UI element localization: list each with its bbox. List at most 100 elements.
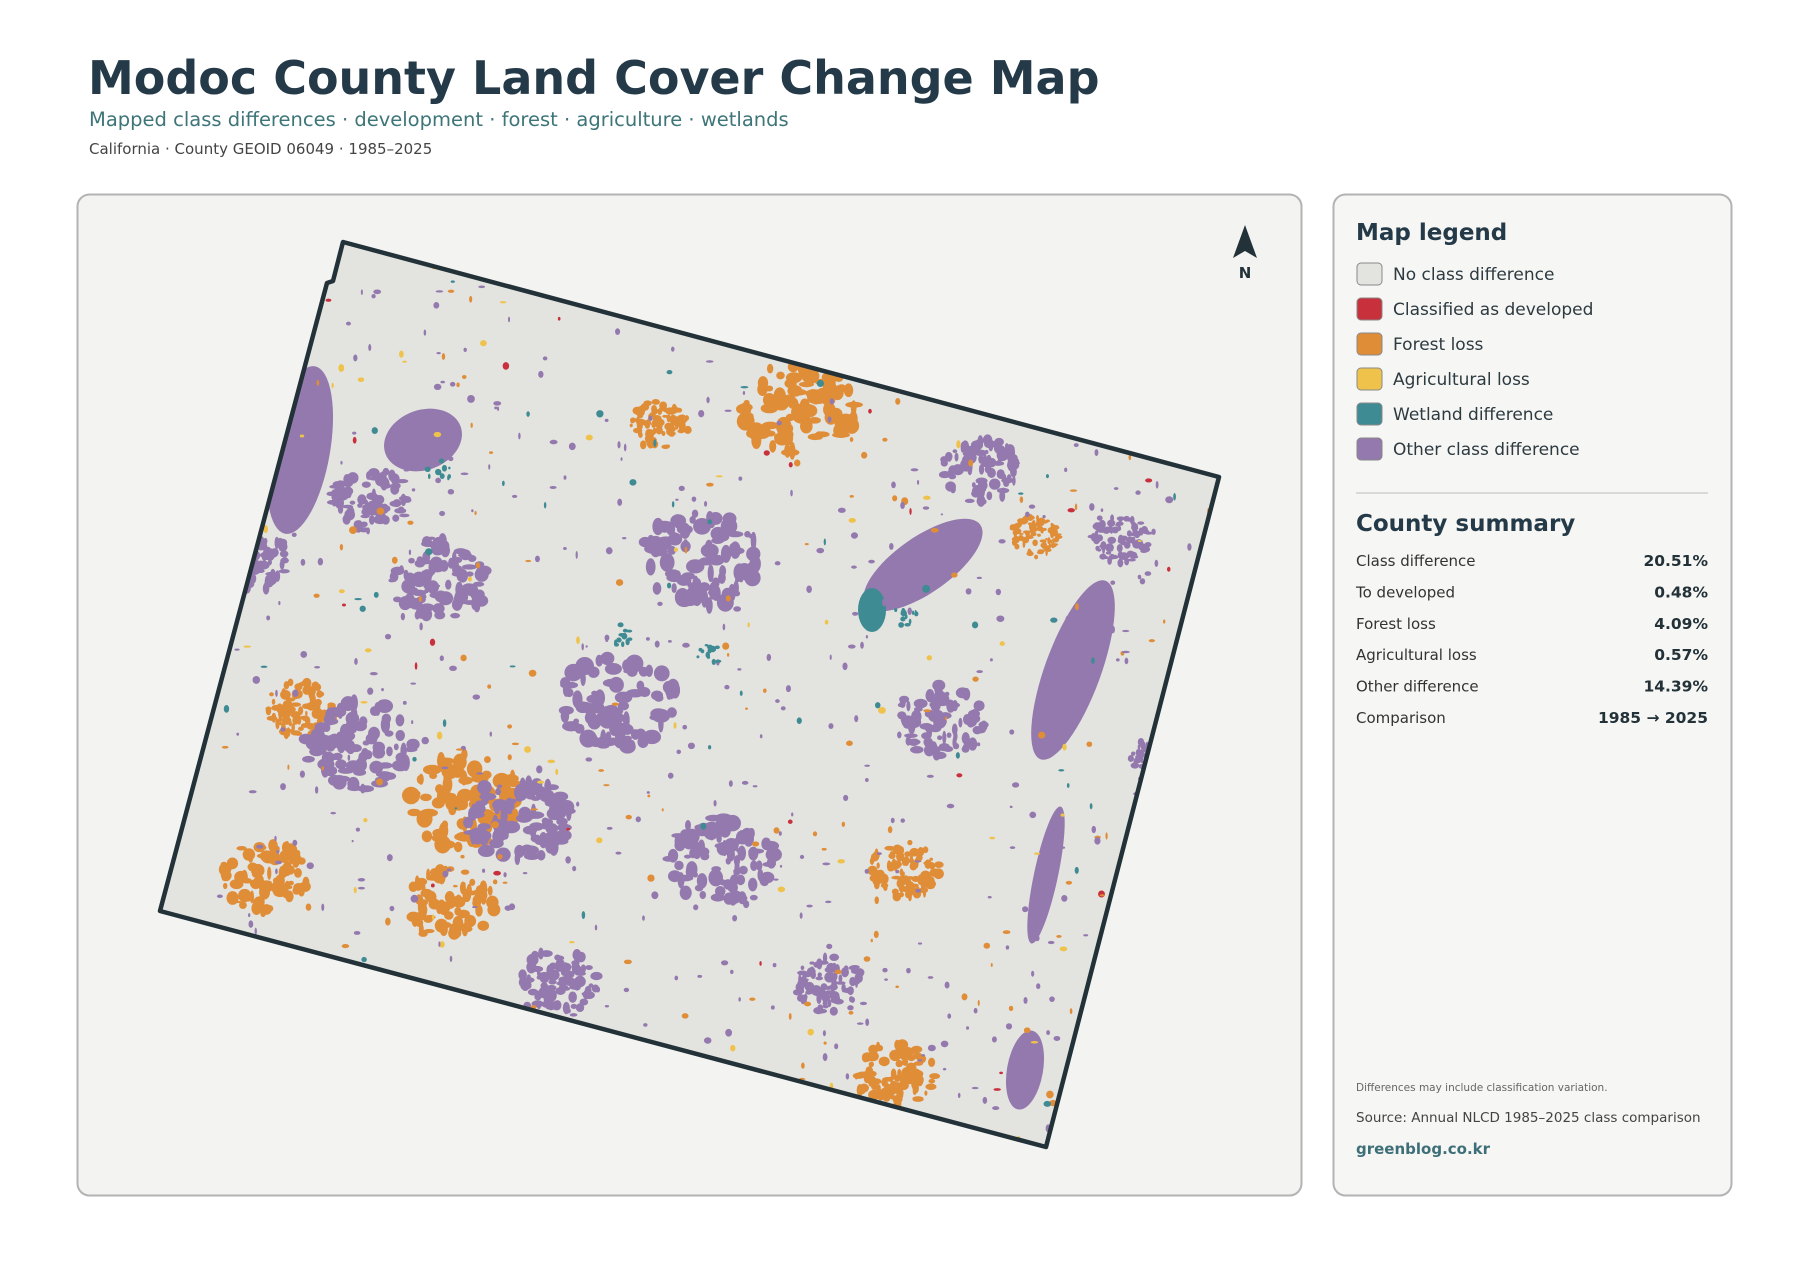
change-patch xyxy=(604,634,610,641)
change-patch xyxy=(654,640,660,648)
change-patch xyxy=(476,772,484,775)
change-patch xyxy=(876,1041,881,1051)
change-patch xyxy=(486,895,499,909)
change-patch xyxy=(904,614,908,620)
change-patch xyxy=(359,527,369,533)
change-patch xyxy=(763,688,767,693)
change-patch xyxy=(453,841,463,853)
change-patch xyxy=(358,495,366,504)
change-patch xyxy=(300,558,306,566)
change-patch xyxy=(433,383,442,390)
change-patch xyxy=(286,727,291,737)
change-patch xyxy=(436,731,443,740)
change-patch xyxy=(1094,837,1101,845)
change-patch xyxy=(341,504,354,509)
change-patch xyxy=(708,590,713,595)
change-patch xyxy=(514,852,521,866)
change-patch xyxy=(760,871,775,884)
change-patch xyxy=(900,501,905,510)
change-patch xyxy=(452,884,458,888)
change-patch xyxy=(910,1048,917,1054)
change-patch xyxy=(1030,532,1034,538)
change-patch xyxy=(470,422,473,428)
change-patch xyxy=(843,794,849,801)
change-patch xyxy=(521,844,533,851)
change-patch xyxy=(281,708,291,720)
change-patch xyxy=(922,887,927,898)
change-patch xyxy=(996,615,1005,622)
change-patch xyxy=(824,967,830,973)
change-patch xyxy=(472,906,478,909)
change-patch xyxy=(825,900,832,904)
change-patch xyxy=(281,523,287,528)
change-patch xyxy=(678,485,685,492)
change-patch xyxy=(743,900,750,909)
change-patch xyxy=(361,481,371,488)
change-patch xyxy=(518,969,527,981)
change-patch xyxy=(644,434,653,444)
change-patch xyxy=(477,780,492,795)
change-patch xyxy=(463,830,478,836)
change-patch xyxy=(556,960,565,969)
change-patch xyxy=(865,1066,874,1075)
change-patch xyxy=(581,911,586,919)
change-patch xyxy=(543,501,547,509)
change-patch xyxy=(971,621,979,629)
county-boundary xyxy=(157,239,1222,1150)
change-patch xyxy=(1035,520,1043,528)
change-patch xyxy=(668,426,676,433)
change-patch xyxy=(495,787,502,796)
change-patch xyxy=(585,757,593,762)
change-patch xyxy=(507,754,512,761)
change-patch xyxy=(349,500,356,505)
change-patch xyxy=(907,839,913,846)
change-patch xyxy=(475,562,481,569)
change-patch xyxy=(804,543,809,546)
change-patch xyxy=(1095,545,1100,551)
change-patch xyxy=(368,468,380,478)
change-patch xyxy=(497,787,516,796)
change-patch xyxy=(402,360,407,363)
change-patch xyxy=(906,967,911,974)
change-patch xyxy=(623,669,630,674)
change-patch xyxy=(943,745,954,753)
change-patch xyxy=(616,637,622,643)
change-patch xyxy=(1187,543,1192,551)
change-patch xyxy=(1120,535,1128,541)
change-patch xyxy=(906,891,914,897)
change-patch xyxy=(461,374,467,379)
change-patch xyxy=(894,607,898,612)
change-patch xyxy=(788,462,793,468)
change-patch xyxy=(947,483,952,491)
change-patch xyxy=(449,955,453,962)
change-patch xyxy=(448,557,455,569)
change-patch xyxy=(934,690,947,701)
change-patch xyxy=(1059,946,1068,952)
change-patch xyxy=(942,730,947,745)
site[interactable]: greenblog.co.kr xyxy=(1356,1140,1491,1158)
change-patch xyxy=(408,557,415,564)
change-patch xyxy=(925,883,935,890)
change-patch xyxy=(325,298,332,302)
change-patch xyxy=(447,488,455,495)
change-patch xyxy=(222,882,228,890)
change-patch xyxy=(873,930,879,939)
change-patch xyxy=(407,808,421,817)
change-patch xyxy=(539,972,550,984)
change-patch xyxy=(1014,543,1020,550)
change-patch xyxy=(922,506,930,510)
change-patch xyxy=(926,655,933,661)
change-patch xyxy=(651,404,657,413)
change-patch xyxy=(438,941,445,948)
change-patch xyxy=(457,788,473,802)
change-patch xyxy=(254,571,261,574)
change-patch xyxy=(340,460,343,465)
change-patch xyxy=(1124,657,1129,665)
change-patch xyxy=(566,827,571,831)
change-patch xyxy=(566,805,572,821)
change-patch xyxy=(421,569,432,585)
change-patch xyxy=(904,733,918,738)
change-patch xyxy=(266,715,278,721)
change-patch xyxy=(1087,534,1096,539)
change-patch xyxy=(725,595,731,602)
